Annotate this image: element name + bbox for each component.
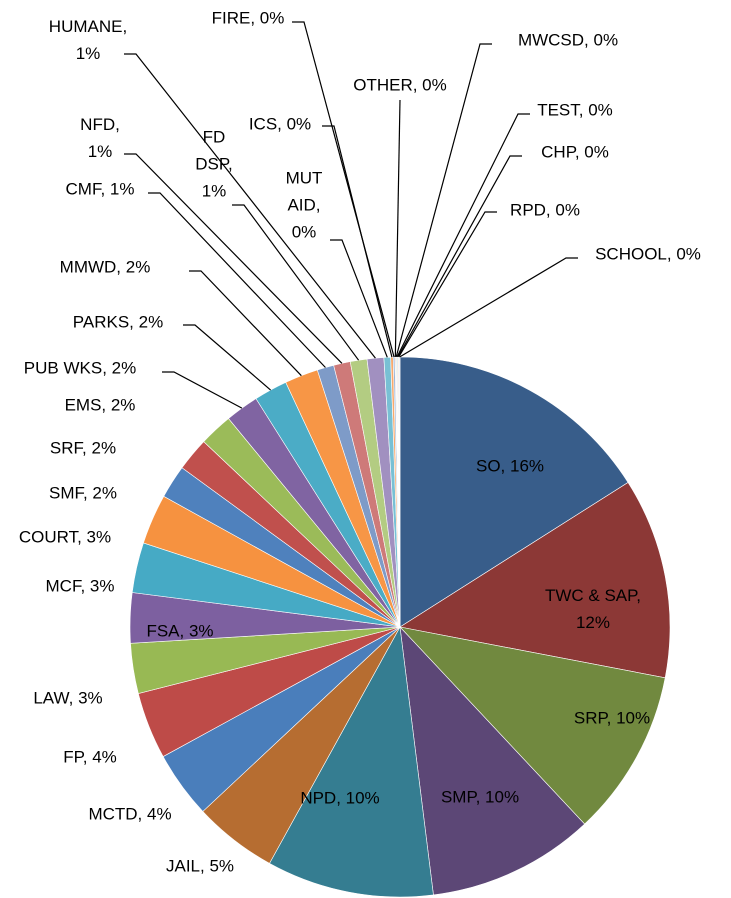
data-label: SRF, 2% xyxy=(49,438,117,458)
data-label: COURT, 3% xyxy=(18,527,112,547)
data-label: TEST, 0% xyxy=(537,100,613,120)
data-label: CMF, 1% xyxy=(65,179,135,199)
leader-line xyxy=(292,21,395,358)
pie-slice xyxy=(399,482,671,679)
leader-line xyxy=(189,270,302,377)
leader-line xyxy=(124,53,376,359)
data-label: SMP, 10% xyxy=(440,787,520,807)
pie-slice xyxy=(399,626,586,896)
data-label: FP, 4% xyxy=(63,747,117,767)
data-label: SRP, 10% xyxy=(573,708,651,728)
data-label: MCTD, 4% xyxy=(88,804,172,824)
pie-slice xyxy=(399,356,629,628)
leader-line xyxy=(183,324,272,391)
data-label: NPD, 10% xyxy=(300,788,380,808)
data-label: MCF, 3% xyxy=(45,576,115,596)
leader-line xyxy=(394,99,401,358)
data-label: SO, 16% xyxy=(475,456,545,476)
leader-line xyxy=(395,43,492,358)
leader-line xyxy=(396,113,530,358)
data-label: FIRE, 0% xyxy=(211,8,285,28)
leader-line xyxy=(162,371,243,409)
data-label: LAW, 3% xyxy=(33,688,103,708)
leader-line xyxy=(397,155,522,358)
leader-line xyxy=(330,239,388,358)
data-label: FD DSP, 1% xyxy=(195,127,233,201)
data-label: HUMANE, 1% xyxy=(48,17,128,63)
data-label: FSA, 3% xyxy=(146,621,214,641)
data-label: TWC & SAP, 12% xyxy=(544,586,642,632)
leader-line xyxy=(124,153,343,364)
data-label: SMF, 2% xyxy=(48,483,118,503)
leader-line xyxy=(399,257,578,358)
leader-line xyxy=(322,125,393,358)
leader-line xyxy=(232,204,360,361)
leader-line xyxy=(398,211,497,358)
data-label: ICS, 0% xyxy=(248,114,312,134)
data-label: PARKS, 2% xyxy=(72,312,164,332)
data-label: MMWD, 2% xyxy=(59,257,151,277)
data-label: JAIL, 5% xyxy=(165,856,235,876)
data-label: MWCSD, 0% xyxy=(517,30,619,50)
data-label: EMS, 2% xyxy=(64,395,136,415)
data-label: OTHER, 0% xyxy=(353,75,447,95)
leader-line xyxy=(148,192,326,368)
data-label: MUT AID, 0% xyxy=(285,168,323,242)
data-label: PUB WKS, 2% xyxy=(23,358,137,378)
data-label: RPD, 0% xyxy=(510,200,580,220)
pie-slice xyxy=(269,626,434,898)
data-label: CHP, 0% xyxy=(541,142,609,162)
data-label: SCHOOL, 0% xyxy=(595,244,701,264)
data-label: NFD, 1% xyxy=(80,115,120,161)
pie-slice xyxy=(399,626,666,825)
